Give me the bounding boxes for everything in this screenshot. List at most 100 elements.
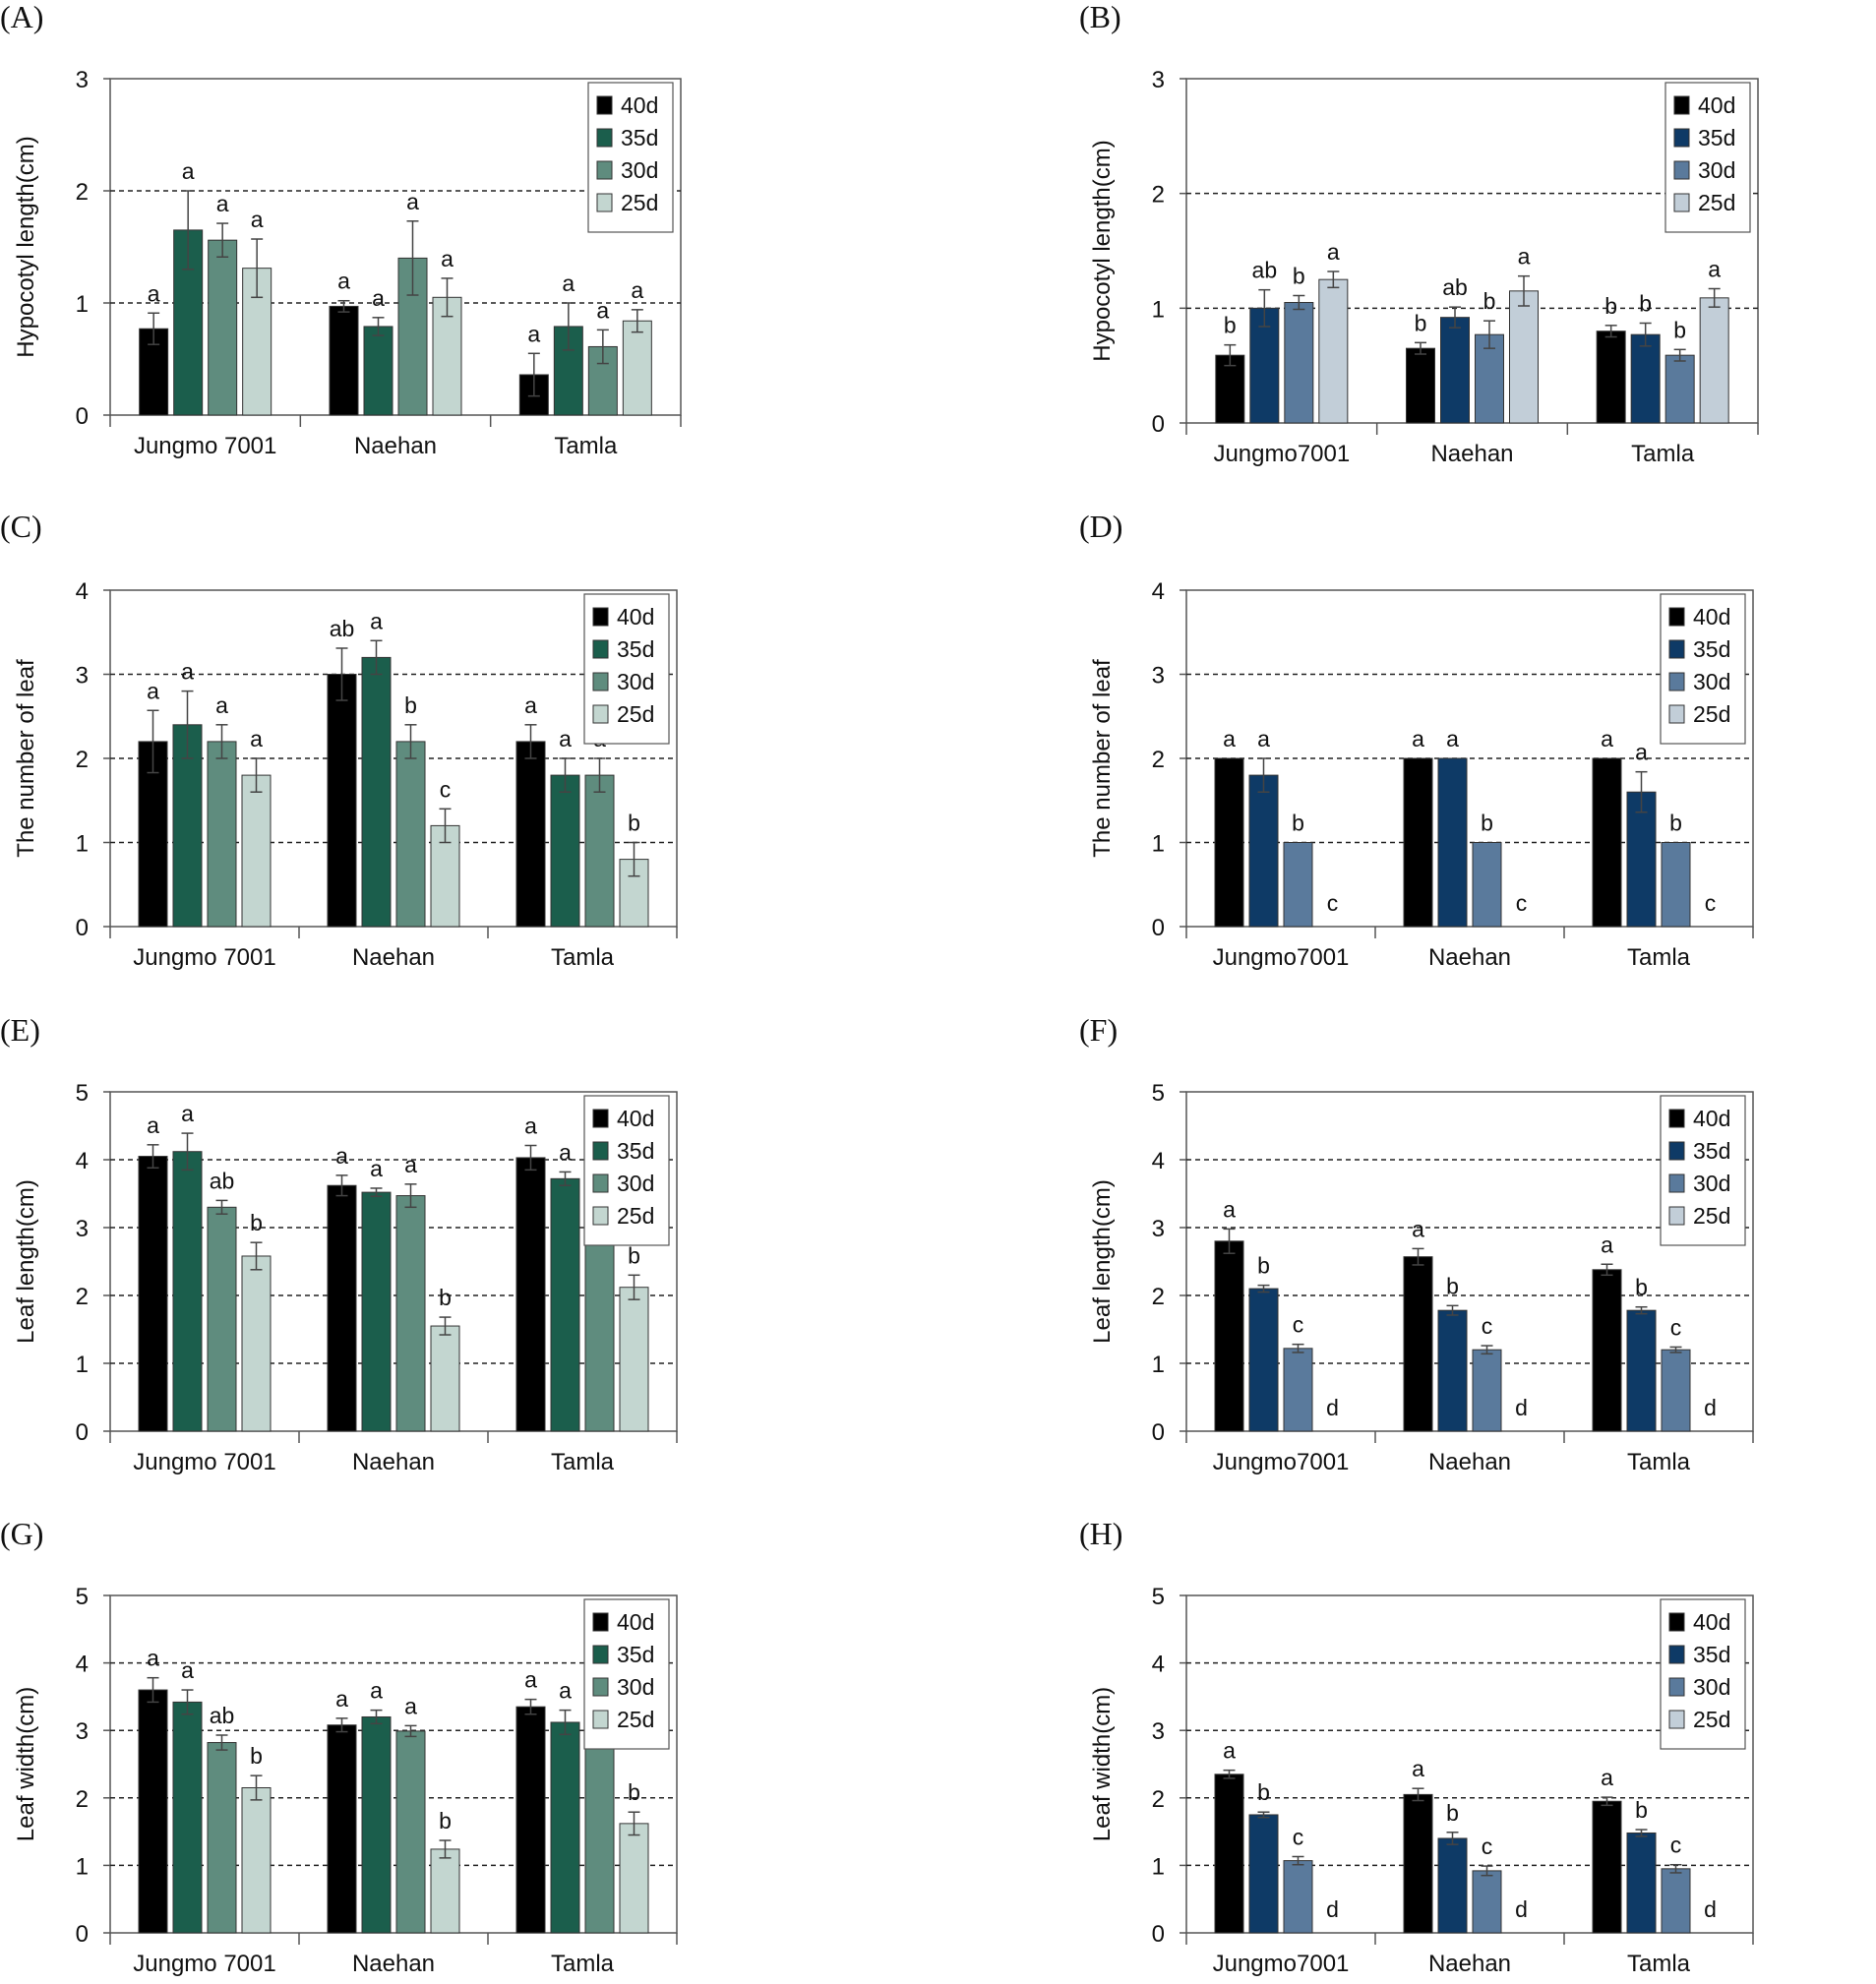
bar [430, 1848, 460, 1934]
x-tick-label: Tamla [554, 433, 618, 459]
x-tick-label: Naehan [1428, 1951, 1511, 1977]
significance-letter: a [181, 1657, 194, 1683]
y-tick-label: 2 [76, 1786, 89, 1813]
y-tick-label: 1 [1152, 296, 1165, 323]
bar [1472, 1349, 1502, 1432]
bar [1248, 1288, 1279, 1432]
legend-swatch [1673, 160, 1690, 180]
y-tick-label: 2 [1152, 1786, 1165, 1813]
significance-letter: b [1257, 1253, 1270, 1279]
bar [1440, 317, 1470, 424]
bar [361, 1715, 392, 1934]
bar [1472, 842, 1502, 928]
significance-letter: ab [210, 1703, 235, 1728]
legend-swatch [592, 1109, 609, 1128]
bar [207, 1742, 237, 1934]
significance-letter: a [1327, 239, 1340, 265]
y-axis-label: Leaf width(cm) [1089, 1687, 1116, 1841]
bar [1437, 1837, 1468, 1934]
y-tick-label: 1 [76, 291, 89, 318]
x-tick-label: Jungmo7001 [1213, 944, 1350, 971]
significance-letter: c [1293, 1312, 1304, 1338]
legend-label: 30d [621, 157, 658, 183]
bar [550, 1177, 580, 1432]
legend-swatch [1668, 607, 1685, 627]
significance-letter: d [1704, 1896, 1717, 1922]
significance-letter: a [1446, 726, 1459, 752]
significance-letter: b [1446, 1800, 1459, 1826]
bar [1283, 842, 1313, 928]
bar [1592, 757, 1622, 928]
significance-letter: a [1708, 257, 1721, 282]
bar [361, 656, 392, 928]
legend-swatch [1668, 1206, 1685, 1226]
plot-frame [1185, 78, 1759, 424]
bar [1509, 290, 1539, 424]
significance-letter: a [1412, 726, 1424, 752]
significance-letter: a [370, 608, 383, 633]
bar [172, 1151, 203, 1432]
y-tick-label: 3 [76, 1216, 89, 1242]
significance-letter: d [1515, 1896, 1528, 1922]
y-tick-label: 2 [1152, 1284, 1165, 1310]
x-tick-label: Tamla [1631, 441, 1695, 467]
significance-letter: a [147, 678, 159, 703]
significance-letter: a [216, 191, 229, 216]
bar [1248, 1814, 1279, 1934]
bar [1437, 757, 1468, 928]
legend-label: 35d [1698, 125, 1735, 150]
y-axis-label: The number of leaf [1089, 659, 1116, 858]
significance-letter: a [1223, 1196, 1236, 1222]
significance-letter: a [404, 1152, 417, 1177]
bar [327, 1724, 357, 1934]
y-axis-label: Hypocotyl length(cm) [13, 136, 39, 357]
legend-swatch [596, 160, 613, 180]
panel-label-e: (E) [0, 1012, 40, 1048]
bar [1626, 1832, 1657, 1934]
significance-letter: a [562, 271, 575, 296]
y-tick-label: 3 [76, 67, 89, 93]
significance-letter: ab [210, 1168, 235, 1193]
y-tick-label: 0 [76, 915, 89, 941]
significance-letter: c [440, 776, 452, 802]
significance-letter: ab [330, 616, 355, 641]
legend-label: 25d [617, 1707, 654, 1732]
significance-letter: a [181, 1101, 194, 1126]
panel-label-d: (D) [1079, 509, 1122, 544]
significance-letter: c [1705, 890, 1717, 916]
significance-letter: b [1669, 811, 1682, 836]
significance-letter: c [1670, 1833, 1682, 1858]
bar [1403, 1256, 1433, 1432]
legend-label: 35d [1693, 636, 1730, 662]
legend-swatch [592, 1206, 609, 1226]
bar [1661, 1349, 1691, 1432]
x-tick-label: Tamla [1627, 944, 1691, 971]
panel-label-f: (F) [1079, 1012, 1118, 1048]
bar [1403, 757, 1433, 928]
significance-letter: a [527, 321, 540, 346]
y-tick-label: 0 [1152, 1921, 1165, 1948]
significance-letter: a [251, 207, 264, 232]
bar [1592, 1269, 1622, 1432]
significance-letter: a [404, 1693, 417, 1718]
legend-swatch [1668, 1141, 1685, 1161]
legend-label: 40d [1693, 1106, 1730, 1131]
y-tick-label: 3 [76, 1718, 89, 1745]
legend-swatch [596, 193, 613, 212]
significance-letter: a [1412, 1216, 1424, 1241]
bar [1403, 1793, 1433, 1934]
bar [172, 1701, 203, 1934]
significance-letter: a [337, 269, 350, 294]
panel-label-a: (A) [0, 0, 43, 34]
y-tick-label: 0 [1152, 411, 1165, 438]
bar [241, 1787, 272, 1934]
legend-swatch [596, 95, 613, 115]
y-tick-label: 3 [1152, 1216, 1165, 1242]
significance-letter: a [1223, 726, 1236, 752]
y-tick-label: 1 [1152, 1853, 1165, 1880]
y-axis-label: Hypocotyl length(cm) [1089, 140, 1116, 361]
significance-letter: a [1412, 1756, 1424, 1781]
panel-label-h: (H) [1079, 1516, 1122, 1551]
y-tick-label: 4 [76, 1652, 89, 1678]
